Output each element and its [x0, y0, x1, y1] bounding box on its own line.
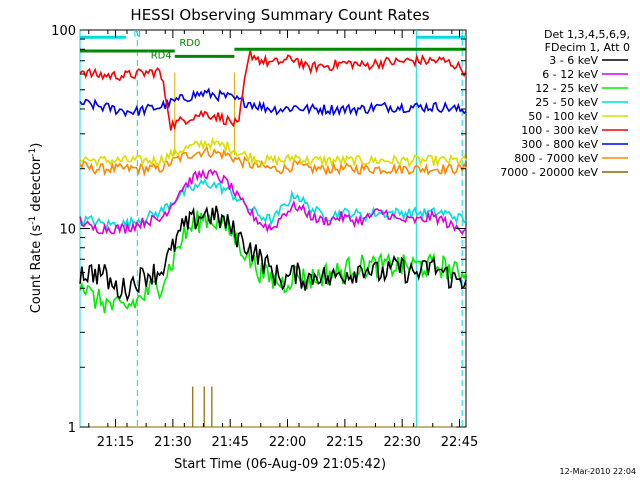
legend-label-5: 100 - 300 keV: [521, 124, 598, 137]
y-axis-label-end: ): [29, 143, 44, 148]
legend: Det 1,3,4,5,6,9,FDecim 1, Att 03 - 6 keV…: [500, 28, 630, 179]
x-tick-label-2: 21:45: [211, 435, 248, 450]
x-tick-label-4: 22:15: [326, 435, 363, 450]
y-axis-label-main: Count Rate (s: [29, 225, 44, 314]
series-line-6: [79, 87, 467, 118]
legend-header-1: FDecim 1, Att 0: [545, 41, 630, 54]
x-axis-label: Start Time (06-Aug-09 21:05:42): [174, 457, 386, 472]
annotation-1: RD4: [151, 50, 172, 61]
x-tick-label-5: 22:30: [383, 435, 420, 450]
chart-title: HESSI Observing Summary Count Rates: [130, 6, 429, 24]
timestamp: 12-Mar-2010 22:04: [560, 467, 637, 476]
series-line-7: [79, 145, 467, 177]
annotations-layer: N RD4 RD0: [80, 29, 466, 61]
legend-label-2: 12 - 25 keV: [535, 82, 598, 95]
x-tick-label-0: 21:15: [97, 435, 134, 450]
y-axis-label-sup2: -1: [28, 148, 38, 157]
series-line-0: [79, 205, 467, 303]
legend-label-8: 7000 - 20000 keV: [500, 166, 598, 179]
legend-label-7: 800 - 7000 keV: [514, 152, 598, 165]
y-tick-label-0: 1: [68, 421, 76, 436]
y-axis-label-tail: detector: [29, 156, 44, 216]
y-tick-label-2: 100: [51, 24, 76, 39]
axes: 1 10 100 21:15 21:30 21:45 22:00 22:15 22:30 22:4…: [51, 24, 478, 450]
series-line-5: [79, 50, 467, 131]
legend-label-3: 25 - 50 keV: [535, 96, 598, 109]
legend-header-0: Det 1,3,4,5,6,9,: [544, 28, 630, 41]
series-line-2: [79, 210, 467, 314]
x-tick-label-6: 22:45: [441, 435, 478, 450]
y-axis-label-sup: -1: [28, 216, 38, 225]
x-tick-label-1: 21:30: [154, 435, 191, 450]
legend-label-1: 6 - 12 keV: [542, 68, 598, 81]
legend-label-4: 50 - 100 keV: [528, 110, 598, 123]
annotation-0: N: [134, 29, 141, 40]
series-line-1: [79, 168, 467, 236]
y-axis-label: Count Rate (s-1 detector-1): [28, 143, 44, 314]
series-line-3: [79, 178, 467, 230]
x-tick-label-3: 22:00: [269, 435, 306, 450]
y-tick-label-1: 10: [59, 223, 76, 238]
series-line-4: [79, 136, 467, 168]
series-layer: [79, 50, 467, 428]
legend-label-6: 300 - 800 keV: [521, 138, 598, 151]
legend-label-0: 3 - 6 keV: [549, 54, 598, 67]
annotation-2: RD0: [179, 38, 200, 49]
